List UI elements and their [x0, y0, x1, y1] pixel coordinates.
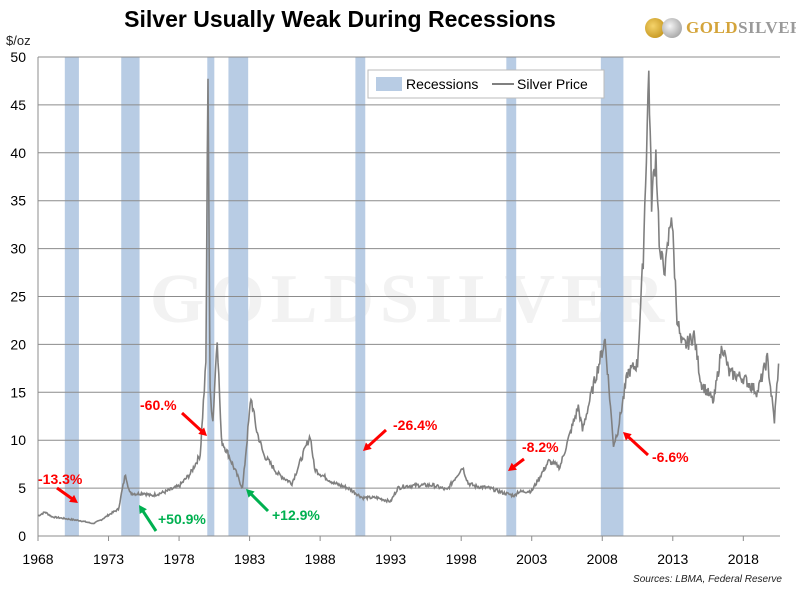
x-tick-label: 2003 [516, 551, 547, 567]
annotation-arrow [626, 434, 650, 457]
annotation-arrow [249, 492, 270, 513]
goldsilver-logo: GOLDSILVER [645, 18, 796, 38]
annotation-label: -60.% [140, 397, 177, 413]
y-tick-label: 10 [10, 432, 26, 448]
source-note: Sources: LBMA, Federal Reserve [633, 574, 782, 585]
legend-label-price: Silver Price [517, 76, 588, 92]
x-tick-label: 1968 [22, 551, 53, 567]
y-tick-label: 15 [10, 384, 26, 400]
x-tick-label: 1998 [446, 551, 477, 567]
annotation-arrow [180, 411, 204, 434]
y-tick-label: 5 [18, 480, 26, 496]
x-tick-label: 2013 [657, 551, 688, 567]
y-tick-label: 20 [10, 336, 26, 352]
annotation-label: -6.6% [652, 449, 689, 465]
annotation-arrowhead [139, 505, 147, 514]
annotation-arrow [141, 509, 158, 532]
legend-swatch-recessions [376, 77, 402, 91]
silver-coin-icon [662, 18, 682, 38]
annotation-label: +12.9% [272, 507, 320, 523]
y-tick-label: 35 [10, 193, 26, 209]
annotation-label: +50.9% [158, 511, 206, 527]
annotation-label: -13.3% [38, 471, 83, 487]
y-axis-label: $/oz [6, 33, 31, 48]
x-tick-label: 1983 [234, 551, 265, 567]
annotation-arrowhead [246, 489, 255, 498]
x-tick-label: 1993 [375, 551, 406, 567]
logo-text: GOLDSILVER [686, 18, 796, 37]
chart-title: Silver Usually Weak During Recessions [124, 6, 556, 32]
gold-coin-icon [645, 18, 665, 38]
y-tick-label: 40 [10, 145, 26, 161]
annotation-arrow [511, 457, 525, 469]
y-tick-label: 30 [10, 241, 26, 257]
y-tick-label: 45 [10, 97, 26, 113]
x-tick-label: 1978 [163, 551, 194, 567]
annotation-arrowhead [623, 432, 632, 441]
silver-price-line [37, 70, 780, 525]
annotation-arrowhead [69, 494, 78, 503]
x-tick-label: 1988 [305, 551, 336, 567]
annotation-arrow [56, 486, 74, 501]
y-tick-label: 25 [10, 289, 26, 305]
watermark: GOLDSILVER [150, 261, 670, 338]
annotation-arrow [366, 428, 388, 449]
y-tick-label: 50 [10, 49, 26, 65]
x-tick-label: 2008 [587, 551, 618, 567]
annotation-arrowhead [198, 427, 207, 436]
annotation-arrowhead [508, 462, 517, 471]
annotation-arrowhead [363, 442, 372, 451]
legend-box [367, 69, 605, 99]
legend-label-recessions: Recessions [406, 76, 478, 92]
annotation-label: -8.2% [522, 439, 559, 455]
y-tick-label: 0 [18, 528, 26, 544]
annotation-label: -26.4% [393, 417, 438, 433]
x-tick-label: 2018 [728, 551, 759, 567]
x-tick-label: 1973 [93, 551, 124, 567]
